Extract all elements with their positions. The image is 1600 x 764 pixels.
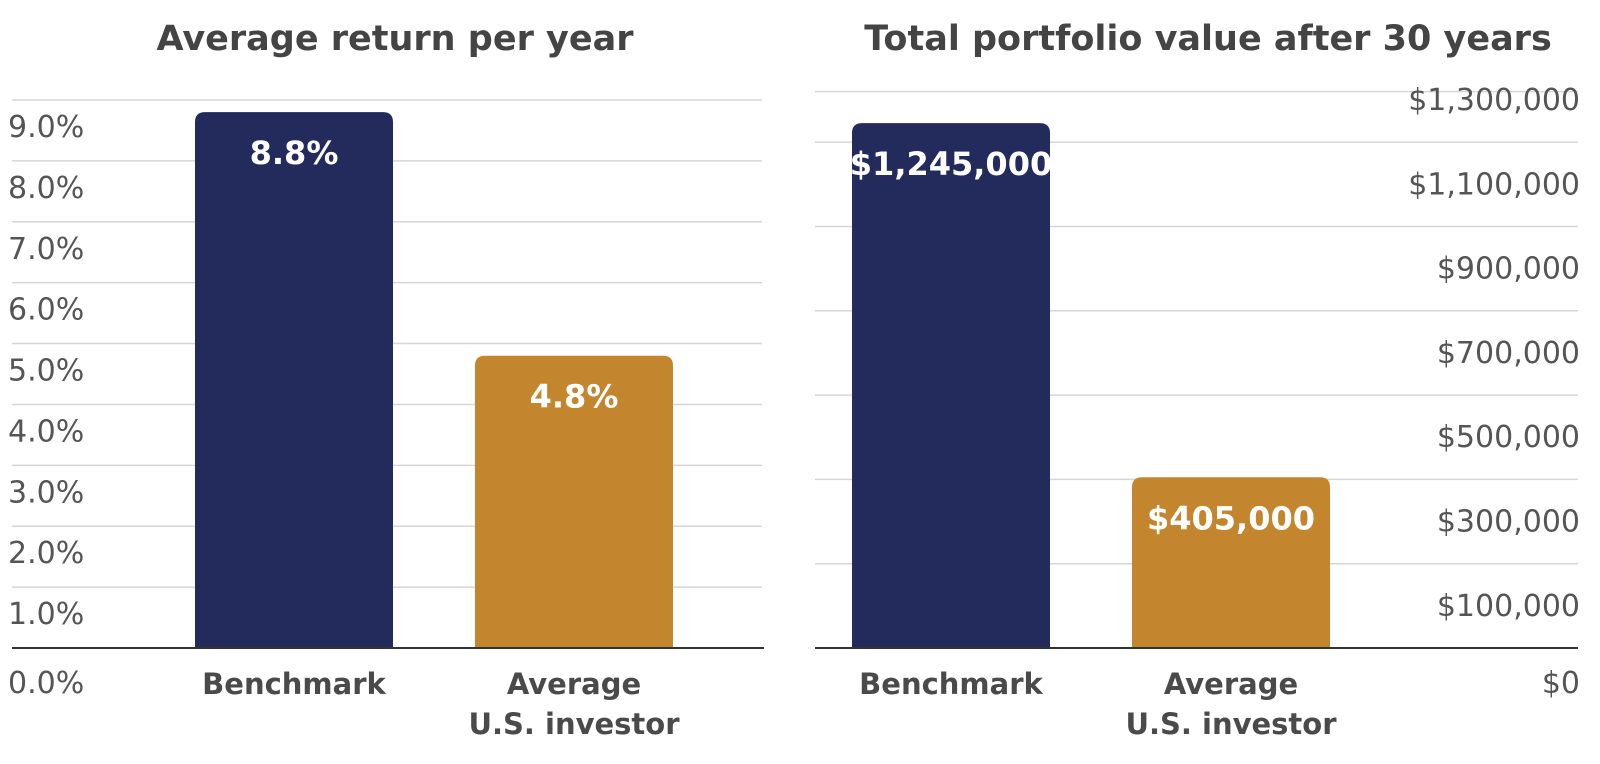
y-tick-label: 4.0% xyxy=(8,414,84,449)
chart-average-return: Average return per year 0.0% 1.0% 2.0% 3.0%… xyxy=(8,19,764,741)
bar xyxy=(195,112,393,648)
y-tick-label: $0 xyxy=(1542,666,1580,701)
y-tick-label: $1,100,000 xyxy=(1408,167,1580,202)
y-tick-label: 9.0% xyxy=(8,110,84,145)
y-tick-label: $500,000 xyxy=(1437,420,1580,455)
y-tick-label: $700,000 xyxy=(1437,336,1580,371)
y-tick-label: 6.0% xyxy=(8,293,84,328)
bar xyxy=(475,355,673,648)
data-label: 4.8% xyxy=(530,378,619,416)
y-tick-label: 8.0% xyxy=(8,171,84,206)
category-label: Average U.S. investor xyxy=(1125,667,1337,741)
y-tick-label: 1.0% xyxy=(8,597,84,632)
data-label: 8.8% xyxy=(250,134,339,172)
data-label: $1,245,000 xyxy=(850,145,1052,183)
data-label: $405,000 xyxy=(1147,499,1315,537)
category-label: Average U.S. investor xyxy=(468,667,680,741)
y-tick-label: $100,000 xyxy=(1437,589,1580,624)
y-tick-label: $900,000 xyxy=(1437,252,1580,287)
bar xyxy=(1132,477,1330,648)
y-tick-label: 5.0% xyxy=(8,354,84,389)
y-tick-label: 3.0% xyxy=(8,475,84,510)
chart-title-portfolio-value: Total portfolio value after 30 years xyxy=(864,19,1552,59)
y-tick-label: $1,300,000 xyxy=(1408,83,1580,118)
category-label: Benchmark xyxy=(202,667,386,701)
y-tick-label: 0.0% xyxy=(8,666,84,701)
y-tick-label: 2.0% xyxy=(8,536,84,571)
category-label: Benchmark xyxy=(859,667,1043,701)
chart-title-average-return: Average return per year xyxy=(157,19,635,59)
bar xyxy=(852,123,1050,648)
chart-portfolio-value: Total portfolio value after 30 years $0 $… xyxy=(815,19,1580,741)
y-tick-label: 7.0% xyxy=(8,232,84,267)
y-tick-label: $300,000 xyxy=(1437,505,1580,540)
